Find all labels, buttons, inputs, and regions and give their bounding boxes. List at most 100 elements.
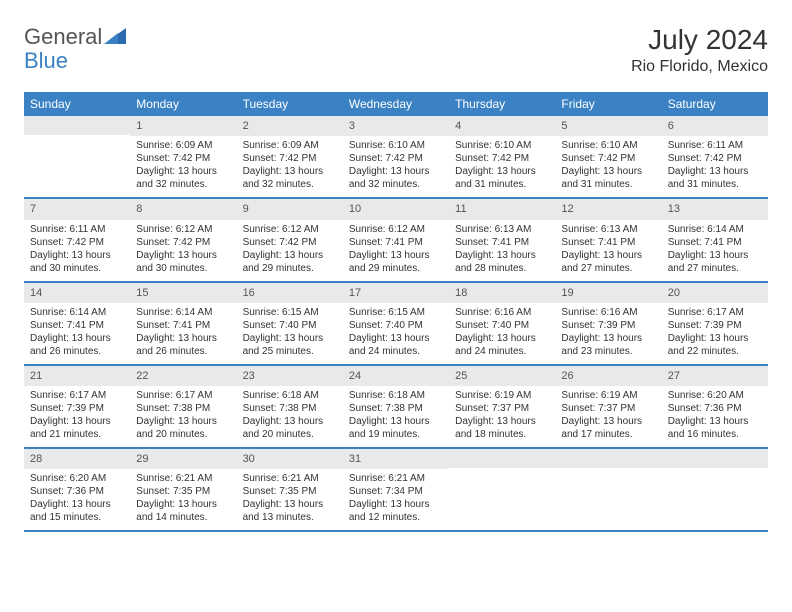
day-cell: 21Sunrise: 6:17 AMSunset: 7:39 PMDayligh…	[24, 366, 130, 447]
daylight-text: Daylight: 13 hours and 12 minutes.	[349, 498, 443, 524]
day-cell: 23Sunrise: 6:18 AMSunset: 7:38 PMDayligh…	[237, 366, 343, 447]
day-content: Sunrise: 6:17 AMSunset: 7:38 PMDaylight:…	[130, 386, 236, 447]
sunset-text: Sunset: 7:37 PM	[455, 402, 549, 415]
sunset-text: Sunset: 7:38 PM	[136, 402, 230, 415]
sunset-text: Sunset: 7:39 PM	[30, 402, 124, 415]
day-number: 21	[24, 366, 130, 386]
day-number: 8	[130, 199, 236, 219]
sunset-text: Sunset: 7:36 PM	[668, 402, 762, 415]
sunset-text: Sunset: 7:42 PM	[668, 152, 762, 165]
sunrise-text: Sunrise: 6:17 AM	[668, 306, 762, 319]
week-row: 14Sunrise: 6:14 AMSunset: 7:41 PMDayligh…	[24, 283, 768, 366]
sunset-text: Sunset: 7:38 PM	[349, 402, 443, 415]
day-content: Sunrise: 6:19 AMSunset: 7:37 PMDaylight:…	[555, 386, 661, 447]
day-number: 30	[237, 449, 343, 469]
sunset-text: Sunset: 7:42 PM	[243, 236, 337, 249]
week-row: 21Sunrise: 6:17 AMSunset: 7:39 PMDayligh…	[24, 366, 768, 449]
day-header: Wednesday	[343, 92, 449, 116]
day-content: Sunrise: 6:17 AMSunset: 7:39 PMDaylight:…	[24, 386, 130, 447]
day-cell	[24, 116, 130, 197]
day-number: 15	[130, 283, 236, 303]
day-number: 2	[237, 116, 343, 136]
day-content: Sunrise: 6:10 AMSunset: 7:42 PMDaylight:…	[555, 136, 661, 197]
daylight-text: Daylight: 13 hours and 18 minutes.	[455, 415, 549, 441]
sunset-text: Sunset: 7:35 PM	[136, 485, 230, 498]
sunset-text: Sunset: 7:40 PM	[349, 319, 443, 332]
day-cell: 14Sunrise: 6:14 AMSunset: 7:41 PMDayligh…	[24, 283, 130, 364]
sunset-text: Sunset: 7:39 PM	[668, 319, 762, 332]
day-cell: 11Sunrise: 6:13 AMSunset: 7:41 PMDayligh…	[449, 199, 555, 280]
sunrise-text: Sunrise: 6:14 AM	[30, 306, 124, 319]
sunrise-text: Sunrise: 6:10 AM	[349, 139, 443, 152]
day-number: 7	[24, 199, 130, 219]
day-cell: 31Sunrise: 6:21 AMSunset: 7:34 PMDayligh…	[343, 449, 449, 530]
sunset-text: Sunset: 7:35 PM	[243, 485, 337, 498]
day-content: Sunrise: 6:12 AMSunset: 7:42 PMDaylight:…	[237, 220, 343, 281]
sunrise-text: Sunrise: 6:19 AM	[455, 389, 549, 402]
day-header: Saturday	[662, 92, 768, 116]
day-number	[449, 449, 555, 468]
day-number: 29	[130, 449, 236, 469]
sunset-text: Sunset: 7:41 PM	[30, 319, 124, 332]
day-content: Sunrise: 6:09 AMSunset: 7:42 PMDaylight:…	[130, 136, 236, 197]
sunrise-text: Sunrise: 6:12 AM	[136, 223, 230, 236]
month-title: July 2024	[631, 24, 768, 56]
daylight-text: Daylight: 13 hours and 24 minutes.	[455, 332, 549, 358]
sunset-text: Sunset: 7:34 PM	[349, 485, 443, 498]
calendar: Sunday Monday Tuesday Wednesday Thursday…	[24, 92, 768, 532]
day-cell: 13Sunrise: 6:14 AMSunset: 7:41 PMDayligh…	[662, 199, 768, 280]
day-cell: 16Sunrise: 6:15 AMSunset: 7:40 PMDayligh…	[237, 283, 343, 364]
day-number: 14	[24, 283, 130, 303]
day-number: 26	[555, 366, 661, 386]
day-cell: 10Sunrise: 6:12 AMSunset: 7:41 PMDayligh…	[343, 199, 449, 280]
sunset-text: Sunset: 7:37 PM	[561, 402, 655, 415]
sunrise-text: Sunrise: 6:11 AM	[668, 139, 762, 152]
triangle-icon	[104, 24, 126, 50]
day-number: 18	[449, 283, 555, 303]
sunrise-text: Sunrise: 6:14 AM	[668, 223, 762, 236]
day-content: Sunrise: 6:09 AMSunset: 7:42 PMDaylight:…	[237, 136, 343, 197]
day-cell	[449, 449, 555, 530]
day-number: 28	[24, 449, 130, 469]
daylight-text: Daylight: 13 hours and 31 minutes.	[668, 165, 762, 191]
day-cell	[555, 449, 661, 530]
sunset-text: Sunset: 7:40 PM	[455, 319, 549, 332]
daylight-text: Daylight: 13 hours and 31 minutes.	[455, 165, 549, 191]
day-number: 9	[237, 199, 343, 219]
day-cell: 8Sunrise: 6:12 AMSunset: 7:42 PMDaylight…	[130, 199, 236, 280]
daylight-text: Daylight: 13 hours and 14 minutes.	[136, 498, 230, 524]
day-content: Sunrise: 6:21 AMSunset: 7:35 PMDaylight:…	[130, 469, 236, 530]
sunrise-text: Sunrise: 6:10 AM	[561, 139, 655, 152]
daylight-text: Daylight: 13 hours and 32 minutes.	[349, 165, 443, 191]
week-row: 28Sunrise: 6:20 AMSunset: 7:36 PMDayligh…	[24, 449, 768, 532]
daylight-text: Daylight: 13 hours and 27 minutes.	[668, 249, 762, 275]
sunset-text: Sunset: 7:42 PM	[349, 152, 443, 165]
day-cell: 29Sunrise: 6:21 AMSunset: 7:35 PMDayligh…	[130, 449, 236, 530]
day-number: 12	[555, 199, 661, 219]
daylight-text: Daylight: 13 hours and 32 minutes.	[136, 165, 230, 191]
day-number: 16	[237, 283, 343, 303]
day-content: Sunrise: 6:15 AMSunset: 7:40 PMDaylight:…	[237, 303, 343, 364]
day-cell: 12Sunrise: 6:13 AMSunset: 7:41 PMDayligh…	[555, 199, 661, 280]
day-cell: 1Sunrise: 6:09 AMSunset: 7:42 PMDaylight…	[130, 116, 236, 197]
day-content: Sunrise: 6:18 AMSunset: 7:38 PMDaylight:…	[343, 386, 449, 447]
day-number: 3	[343, 116, 449, 136]
day-cell: 5Sunrise: 6:10 AMSunset: 7:42 PMDaylight…	[555, 116, 661, 197]
day-cell: 22Sunrise: 6:17 AMSunset: 7:38 PMDayligh…	[130, 366, 236, 447]
sunset-text: Sunset: 7:41 PM	[136, 319, 230, 332]
day-content: Sunrise: 6:10 AMSunset: 7:42 PMDaylight:…	[343, 136, 449, 197]
day-cell: 24Sunrise: 6:18 AMSunset: 7:38 PMDayligh…	[343, 366, 449, 447]
sunset-text: Sunset: 7:42 PM	[30, 236, 124, 249]
sunset-text: Sunset: 7:41 PM	[668, 236, 762, 249]
daylight-text: Daylight: 13 hours and 17 minutes.	[561, 415, 655, 441]
day-number: 20	[662, 283, 768, 303]
sunrise-text: Sunrise: 6:09 AM	[243, 139, 337, 152]
sunrise-text: Sunrise: 6:20 AM	[30, 472, 124, 485]
day-content: Sunrise: 6:14 AMSunset: 7:41 PMDaylight:…	[662, 220, 768, 281]
daylight-text: Daylight: 13 hours and 32 minutes.	[243, 165, 337, 191]
sunset-text: Sunset: 7:41 PM	[455, 236, 549, 249]
daylight-text: Daylight: 13 hours and 20 minutes.	[243, 415, 337, 441]
day-content: Sunrise: 6:13 AMSunset: 7:41 PMDaylight:…	[449, 220, 555, 281]
day-number: 10	[343, 199, 449, 219]
sunset-text: Sunset: 7:38 PM	[243, 402, 337, 415]
